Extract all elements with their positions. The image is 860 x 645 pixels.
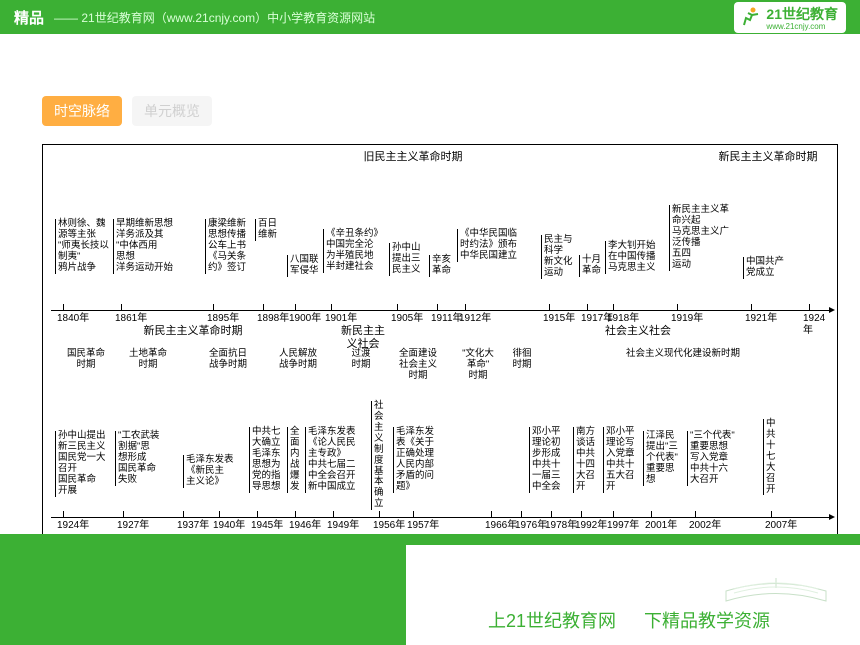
subperiod-label: 全面建设社会主义时期 bbox=[393, 349, 443, 382]
event-box: 《中华民国临时约法》颁布中华民国建立 bbox=[457, 229, 527, 262]
mid-periods: 新民主主义革命时期新民主主义社会社会主义社会 bbox=[43, 325, 837, 339]
event-box: "三个代表"重要思想写入党章中共十六大召开 bbox=[687, 431, 741, 486]
header-bar: 精品 —— 21世纪教育网（www.21cnjy.com）中小学教育资源网站 2… bbox=[0, 0, 860, 34]
subperiod-label: "文化大革命"时期 bbox=[455, 349, 501, 382]
event-box: 早期维新思想洋务派及其"中体西用思想洋务运动开始 bbox=[113, 219, 179, 274]
period-label: 社会主义社会 bbox=[473, 325, 803, 338]
event-box: 毛泽东发表《新民主主义论》 bbox=[183, 455, 237, 488]
tab-overview[interactable]: 单元概览 bbox=[132, 96, 212, 126]
site-label: —— 21世纪教育网（www.21cnjy.com）中小学教育资源网站 bbox=[54, 9, 375, 26]
event-box: 孙中山提出新三民主义国民党一大召开国民革命开展 bbox=[55, 431, 111, 497]
period-label: 新民主主义革命时期 bbox=[703, 151, 833, 164]
event-box: 毛泽东发表《论人民民主专政》中共七届二中全会召开新中国成立 bbox=[305, 427, 363, 493]
year-label: 1912年 bbox=[459, 313, 491, 325]
sub-periods: 国民革命时期土地革命时期全面抗日战争时期人民解放战争时期过渡时期全面建设社会主义… bbox=[43, 349, 837, 375]
year-label: 1921年 bbox=[745, 313, 777, 325]
row1-events: 林则徐、魏源等主张"师夷长技以制夷"鸦片战争早期维新思想洋务派及其"中体西用思想… bbox=[43, 175, 837, 305]
timeline-diagram: 旧民主主义革命时期新民主主义革命时期 林则徐、魏源等主张"师夷长技以制夷"鸦片战… bbox=[42, 144, 838, 554]
year-label: 1992年 bbox=[575, 520, 607, 532]
event-box: 中共十七大召开 bbox=[763, 419, 775, 495]
subperiod-label: 人民解放战争时期 bbox=[273, 349, 323, 371]
year-label: 1915年 bbox=[543, 313, 575, 325]
event-box: 邓小平理论初步形成中共十一届三中全会 bbox=[529, 427, 565, 493]
footer-text: 上21世纪教育网 下精品教学资源 bbox=[488, 607, 770, 633]
year-label: 2002年 bbox=[689, 520, 721, 532]
year-label: 1911年 bbox=[431, 313, 463, 325]
period-label: 旧民主主义革命时期 bbox=[143, 151, 683, 164]
subperiod-label: 过渡时期 bbox=[343, 349, 379, 371]
year-label: 1956年 bbox=[373, 520, 405, 532]
year-label: 1937年 bbox=[177, 520, 209, 532]
event-box: 李大钊开始在中国传播马克思主义 bbox=[605, 241, 661, 274]
year-label: 1900年 bbox=[289, 313, 321, 325]
year-label: 1949年 bbox=[327, 520, 359, 532]
subperiod-label: 全面抗日战争时期 bbox=[203, 349, 253, 371]
event-box: 十月革命 bbox=[579, 255, 603, 277]
logo: 21世纪教育 www.21cnjy.com bbox=[734, 2, 846, 33]
axis-2: 1924年1927年1937年1940年1945年1946年1949年1956年… bbox=[51, 517, 829, 518]
year-label: 1978年 bbox=[545, 520, 577, 532]
event-box: 康梁维新思想传播公车上书《马关条约》签订 bbox=[205, 219, 253, 274]
event-box: 全面内战爆发 bbox=[287, 427, 299, 493]
year-label: 1861年 bbox=[115, 313, 147, 325]
year-label: 1918年 bbox=[607, 313, 639, 325]
tabs: 时空脉络 单元概览 bbox=[42, 96, 860, 126]
year-label: 1924年 bbox=[57, 520, 89, 532]
event-box: 八国联军侵华 bbox=[287, 255, 319, 277]
event-box: "工农武装割据"思想形成国民革命失败 bbox=[115, 431, 165, 486]
period-label: 新民主主义社会 bbox=[333, 325, 393, 350]
year-label: 1966年 bbox=[485, 520, 517, 532]
year-label: 1945年 bbox=[251, 520, 283, 532]
year-label: 1905年 bbox=[391, 313, 423, 325]
header-left: 精品 —— 21世纪教育网（www.21cnjy.com）中小学教育资源网站 bbox=[14, 7, 375, 28]
period-label: 新民主主义革命时期 bbox=[73, 325, 313, 338]
year-label: 1997年 bbox=[607, 520, 639, 532]
year-label: 1976年 bbox=[515, 520, 547, 532]
year-label: 2001年 bbox=[645, 520, 677, 532]
event-box: 社会主义制度基本确立 bbox=[371, 401, 383, 510]
brand-label: 精品 bbox=[14, 7, 44, 28]
event-box: 辛亥革命 bbox=[429, 255, 453, 277]
event-box: 林则徐、魏源等主张"师夷长技以制夷"鸦片战争 bbox=[55, 219, 113, 274]
subperiod-label: 国民革命时期 bbox=[61, 349, 111, 371]
runner-icon bbox=[738, 5, 762, 29]
year-label: 1919年 bbox=[671, 313, 703, 325]
row2-events: 孙中山提出新三民主义国民党一大召开国民革命开展"工农武装割据"思想形成国民革命失… bbox=[43, 381, 837, 511]
event-box: 《辛丑条约》中国完全沦为半殖民地半封建社会 bbox=[323, 229, 383, 273]
event-box: 新民主主义革命兴起马克思主义广泛传播五四运动 bbox=[669, 205, 741, 271]
subperiod-label: 土地革命时期 bbox=[123, 349, 173, 371]
subperiod-label: 徘徊时期 bbox=[507, 349, 537, 371]
top-periods: 旧民主主义革命时期 新民主主义革命时期 bbox=[43, 151, 837, 165]
event-box: 孙中山提出三民主义 bbox=[389, 243, 423, 276]
logo-sub: www.21cnjy.com bbox=[766, 22, 838, 31]
event-box: 邓小平理论写入党章中共十五大召开 bbox=[603, 427, 637, 493]
event-box: 南方谈话中共十四大召开 bbox=[573, 427, 597, 493]
logo-text: 21世纪教育 bbox=[766, 6, 838, 22]
event-box: 民主与科学新文化运动 bbox=[541, 235, 575, 279]
year-label: 1898年 bbox=[257, 313, 289, 325]
subperiod-label: 社会主义现代化建设新时期 bbox=[583, 349, 783, 360]
footer-left: 上21世纪教育网 bbox=[488, 607, 616, 633]
logo-text-wrap: 21世纪教育 www.21cnjy.com bbox=[766, 4, 838, 31]
book-icon bbox=[716, 531, 836, 611]
year-label: 2007年 bbox=[765, 520, 797, 532]
year-label: 1940年 bbox=[213, 520, 245, 532]
year-label: 1895年 bbox=[207, 313, 239, 325]
year-label: 1946年 bbox=[289, 520, 321, 532]
tab-timeline[interactable]: 时空脉络 bbox=[42, 96, 122, 126]
event-box: 中共七大确立毛泽东思想为党的指导思想 bbox=[249, 427, 283, 493]
year-label: 1901年 bbox=[325, 313, 357, 325]
event-box: 百日维新 bbox=[255, 219, 281, 241]
event-box: 中国共产党成立 bbox=[743, 257, 789, 279]
event-box: 江泽民提出"三个代表"重要思想 bbox=[643, 431, 679, 486]
year-label: 1957年 bbox=[407, 520, 439, 532]
event-box: 毛泽东发表《关于正确处理人民内部矛盾的问题》 bbox=[393, 427, 441, 493]
axis-1: 1840年1861年1895年1898年1900年1901年1905年1911年… bbox=[51, 310, 829, 311]
footer-right: 下精品教学资源 bbox=[644, 607, 770, 633]
year-label: 1927年 bbox=[117, 520, 149, 532]
year-label: 1840年 bbox=[57, 313, 89, 325]
